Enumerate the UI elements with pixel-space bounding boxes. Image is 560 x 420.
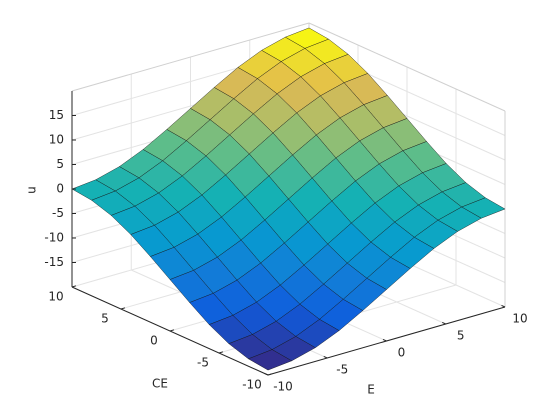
x-axis-label: E (367, 383, 375, 397)
y-tick-label: -10 (242, 378, 262, 392)
tick-mark (169, 329, 175, 332)
box-edge (308, 22, 506, 112)
surface-patch (247, 349, 293, 371)
y-tick-label: 5 (101, 312, 109, 326)
y-axis-label: CE (152, 377, 168, 391)
y-tick-label: -5 (197, 356, 209, 370)
tick-mark (218, 351, 224, 354)
tick-mark (501, 304, 506, 308)
z-tick-label: -15 (44, 255, 64, 269)
z-tick-label: 0 (56, 182, 64, 196)
z-tick-label: 10 (49, 133, 64, 147)
x-tick-label: 10 (512, 312, 527, 326)
z-axis-label: u (25, 186, 39, 194)
tick-mark (442, 321, 446, 325)
x-tick-label: 5 (457, 329, 465, 343)
tick-mark (323, 355, 328, 359)
tick-mark (382, 338, 387, 342)
z-tick-label: 5 (56, 157, 64, 171)
z-tick-label: -10 (44, 231, 64, 245)
x-tick-label: 0 (398, 346, 406, 360)
y-tick-label: 0 (150, 334, 158, 348)
x-tick-label: -5 (336, 363, 348, 377)
z-tick-label: 15 (49, 108, 64, 122)
tick-mark (120, 307, 126, 310)
tick-mark (264, 372, 269, 376)
box-edge (71, 22, 310, 92)
tick-mark (267, 373, 273, 376)
tick-mark (71, 285, 77, 288)
x-tick-label: -10 (273, 380, 293, 394)
z-tick-label: -5 (52, 206, 64, 220)
y-tick-label: 10 (48, 290, 63, 304)
